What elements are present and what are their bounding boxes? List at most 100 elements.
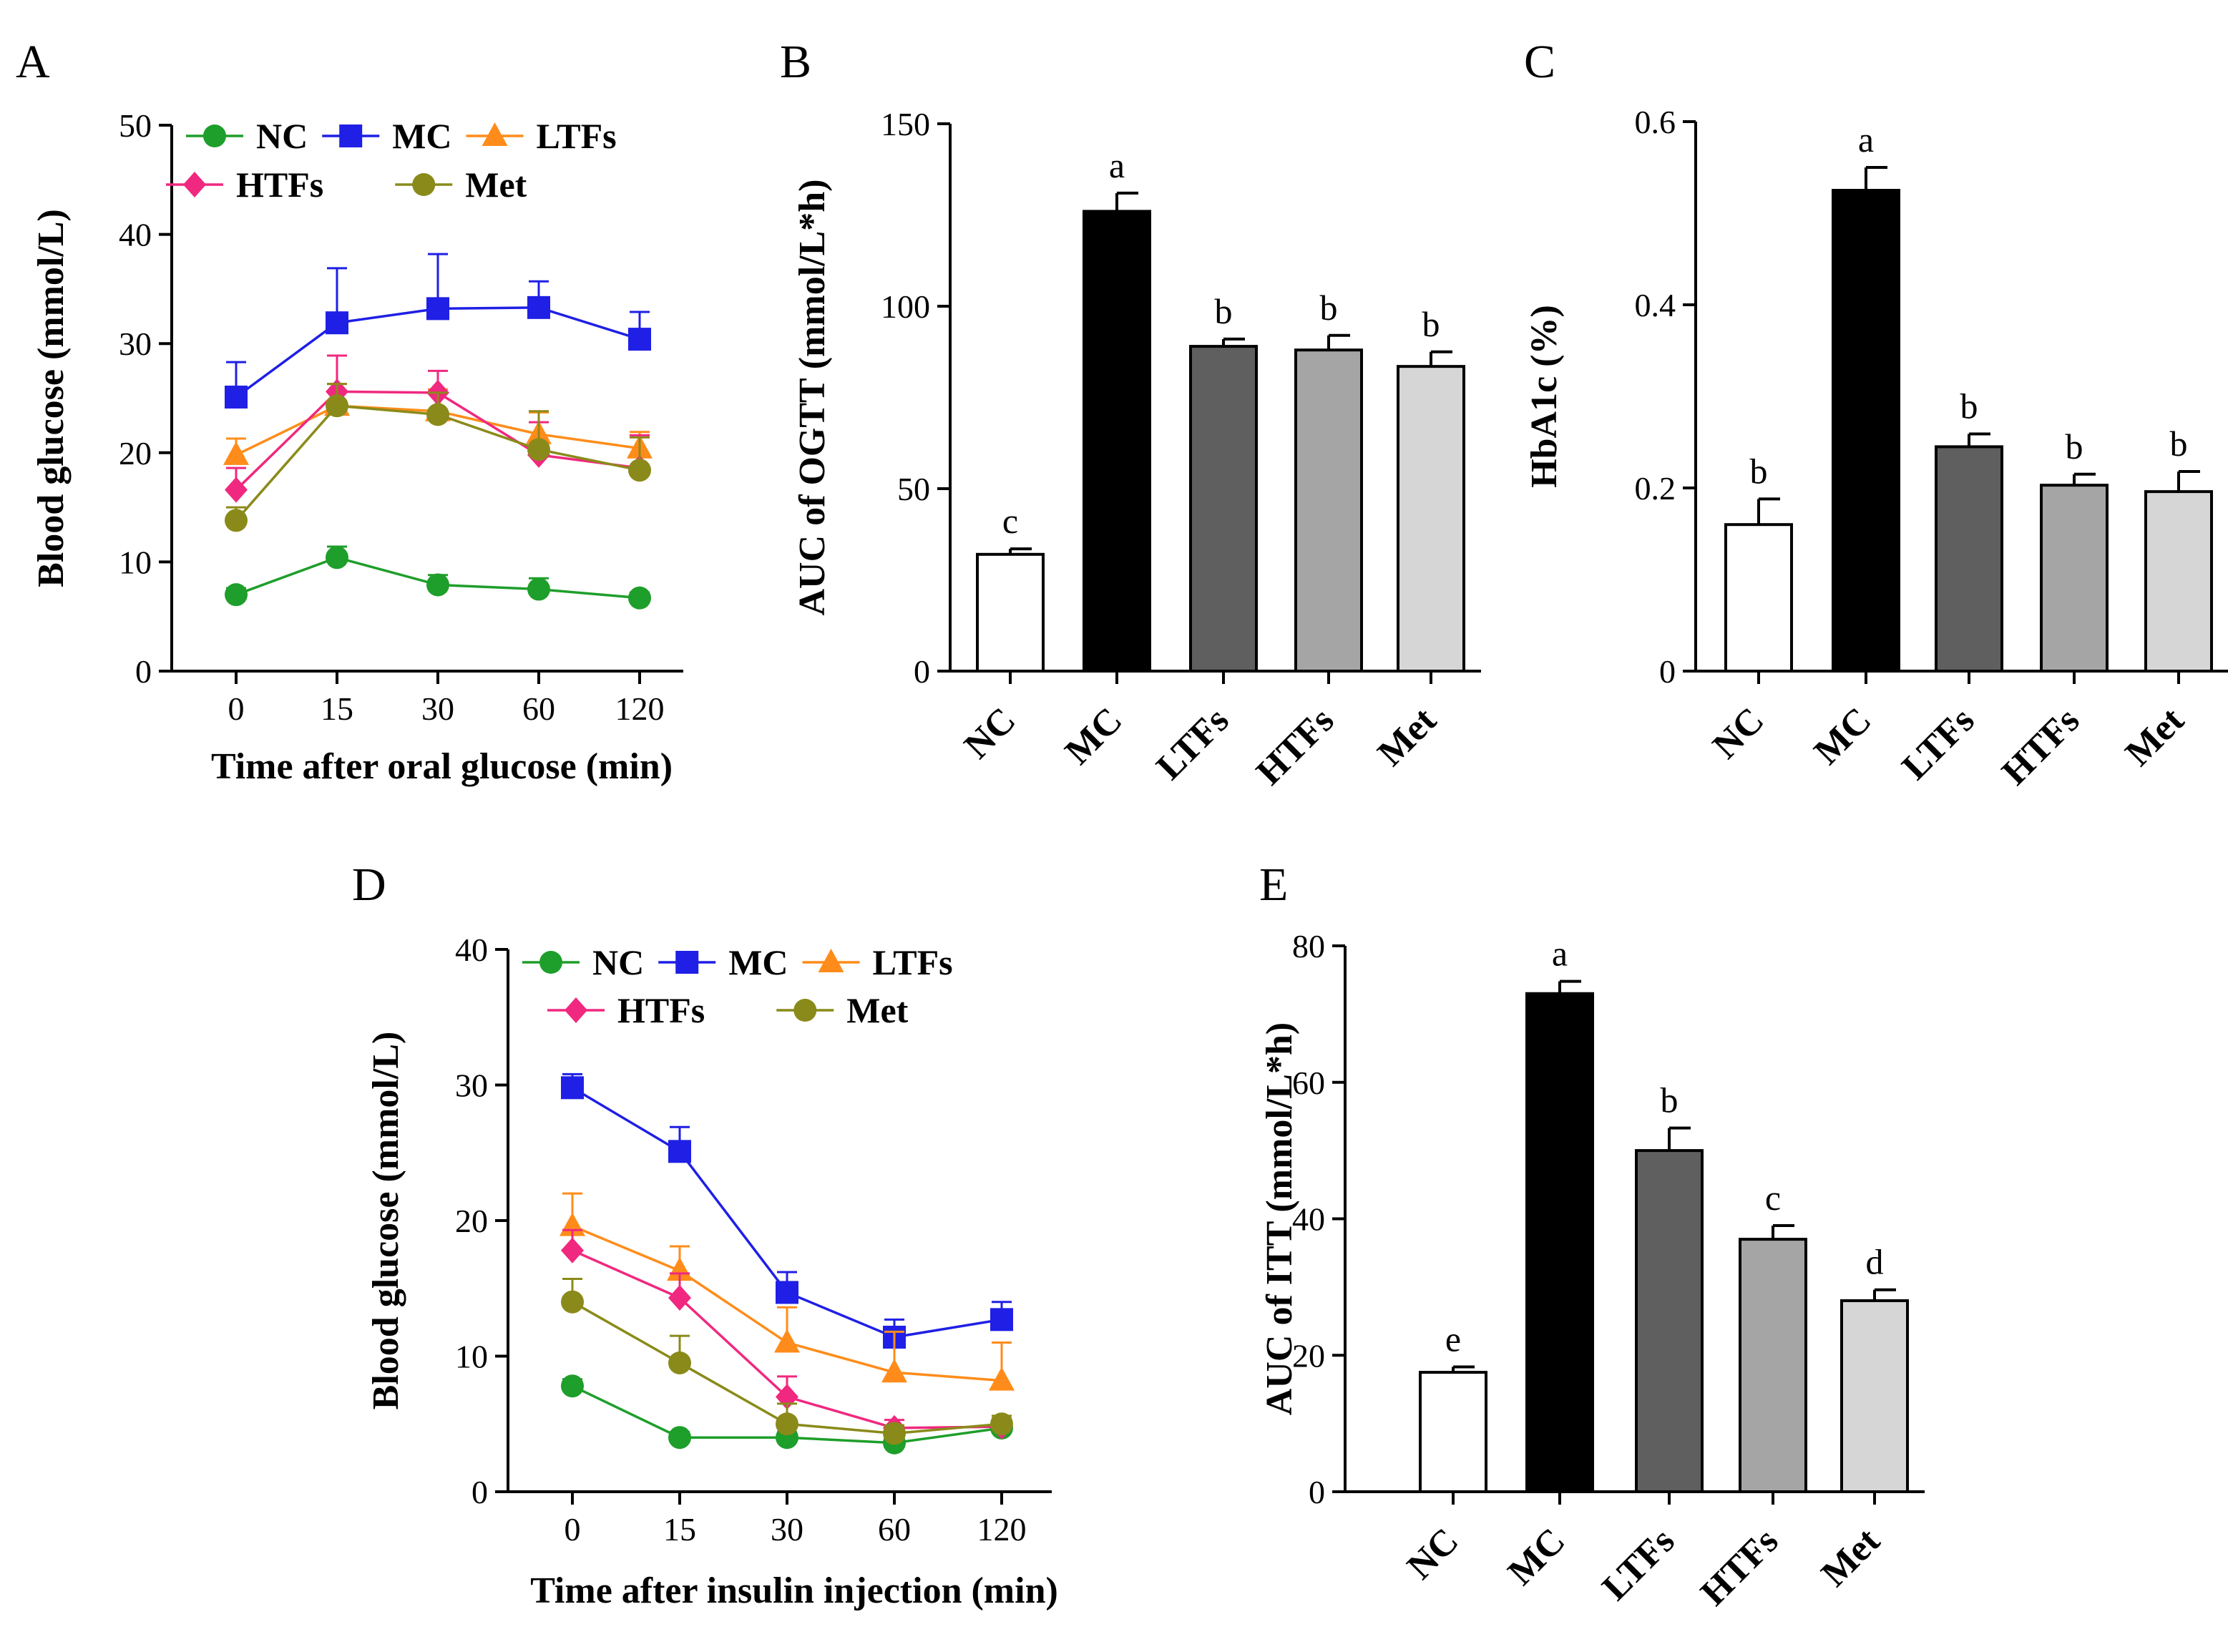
data-point-met [426, 403, 449, 426]
x-tick-label-nc: NC [1705, 700, 1772, 766]
bar-mc [1525, 992, 1594, 1493]
legend-label-ltfs: LTFs [537, 116, 617, 156]
y-tick-label: 40 [1292, 1201, 1325, 1238]
x-axis-title: Time after insulin injection (min) [530, 1570, 1058, 1611]
legend-label-htfs: HTFs [236, 165, 323, 205]
data-point-htfs [561, 1237, 584, 1264]
y-tick-label: 0 [914, 653, 930, 690]
panel-letter-d: D [352, 859, 386, 911]
y-axis-title: Blood glucose (mmol/L) [366, 1032, 406, 1410]
data-point-ltfs [667, 1257, 693, 1281]
y-tick-label: 40 [119, 217, 152, 253]
panel-letter-a: A [16, 36, 50, 88]
bar-ltfs [1935, 445, 2003, 673]
y-tick-label: 30 [455, 1067, 488, 1104]
x-tick-label-ltfs: LTFs [1149, 700, 1237, 788]
bar-nc [976, 552, 1045, 673]
panel-letter-b: B [780, 36, 811, 88]
legend-label-nc: NC [256, 116, 308, 156]
y-tick-label: 0 [1659, 653, 1676, 690]
legend-marker-met [793, 999, 817, 1022]
y-tick-label: 60 [1292, 1065, 1325, 1101]
x-tick-label-htfs: HTFs [1994, 700, 2087, 793]
data-point-ltfs [223, 441, 249, 465]
legend-marker-htfs [565, 997, 587, 1023]
data-point-ltfs [774, 1329, 800, 1353]
significance-letter-met: b [2170, 424, 2188, 464]
legend-label-met: Met [465, 165, 527, 205]
x-axis-title: Time after oral glucose (min) [211, 746, 673, 787]
data-point-mc [326, 311, 348, 335]
x-tick-label-ltfs: LTFs [1895, 700, 1983, 788]
data-point-mc [668, 1140, 691, 1163]
panel-e-auc-itt-bar-chart: 0 20 40 60 80 AUC of ITT (mmol/L*h) e NC a MC b LTF… [1259, 928, 1925, 1613]
panel-d-itt-line-chart: 0 10 20 30 40 Blood glucose (mmol/L) 0 15 30 60 12… [366, 932, 1058, 1611]
x-tick-label: 0 [565, 1511, 581, 1548]
legend-label-ltfs: LTFs [873, 942, 953, 982]
significance-letter-htfs: c [1765, 1178, 1781, 1218]
y-tick-label: 10 [119, 544, 152, 580]
data-point-met [326, 394, 348, 418]
legend-marker-mc [339, 124, 363, 147]
significance-letter-mc: a [1109, 145, 1125, 185]
bar-mc [1832, 189, 1900, 673]
x-tick-label-ltfs: LTFs [1595, 1520, 1683, 1608]
x-tick-label-nc: NC [957, 700, 1023, 766]
y-tick-label: 0.4 [1635, 287, 1676, 323]
data-point-nc [426, 573, 449, 597]
significance-letter-nc: c [1002, 501, 1018, 541]
y-tick-label: 0.2 [1635, 470, 1676, 507]
x-tick-label-mc: MC [1500, 1520, 1573, 1593]
panel-letter-c: C [1524, 36, 1555, 88]
bar-met [2144, 490, 2213, 673]
data-point-met [628, 459, 651, 482]
data-point-ltfs [989, 1367, 1015, 1391]
bar-met [1840, 1299, 1909, 1493]
y-tick-label: 10 [455, 1339, 488, 1375]
data-point-met [561, 1290, 584, 1314]
y-tick-label: 80 [1292, 928, 1325, 964]
bar-mc [1083, 210, 1151, 673]
significance-letter-ltfs: b [1661, 1080, 1679, 1120]
data-point-ltfs [881, 1359, 907, 1383]
x-tick-label-htfs: HTFs [1693, 1520, 1786, 1613]
x-tick-label: 0 [228, 690, 245, 727]
significance-letter-nc: b [1750, 451, 1768, 491]
data-point-mc [426, 297, 449, 321]
x-tick-label: 120 [615, 690, 665, 727]
y-tick-label: 30 [119, 326, 152, 362]
x-tick-label: 30 [771, 1511, 803, 1548]
y-tick-label: 20 [1292, 1337, 1325, 1374]
data-point-htfs [225, 476, 248, 503]
significance-letter-mc: a [1552, 934, 1568, 974]
x-tick-label: 15 [663, 1511, 696, 1548]
significance-letter-ltfs: b [1960, 386, 1978, 426]
y-tick-label: 50 [119, 107, 152, 144]
x-tick-label-mc: MC [1057, 700, 1130, 773]
data-point-nc [225, 583, 248, 607]
significance-letter-mc: a [1858, 119, 1874, 160]
legend-marker-met [412, 173, 436, 196]
x-tick-label-mc: MC [1807, 700, 1880, 773]
data-point-met [225, 509, 248, 532]
y-tick-label: 40 [455, 932, 488, 968]
data-point-met [990, 1412, 1013, 1436]
significance-letter-ltfs: b [1215, 291, 1233, 331]
legend-marker-ltfs [818, 949, 844, 972]
bar-ltfs [1635, 1149, 1704, 1493]
data-point-met [668, 1351, 691, 1374]
bar-htfs [1294, 348, 1363, 673]
bar-nc [1724, 523, 1793, 673]
legend-marker-nc [539, 951, 562, 974]
x-tick-label-met: Met [1814, 1520, 1888, 1595]
y-tick-label: 0 [135, 653, 152, 690]
data-point-mc [225, 385, 248, 409]
y-tick-label: 0 [472, 1474, 488, 1510]
data-point-nc [628, 586, 651, 610]
x-tick-label: 15 [321, 690, 353, 727]
data-point-htfs [668, 1285, 691, 1311]
x-tick-label-met: Met [1370, 700, 1445, 774]
x-tick-label: 60 [522, 690, 555, 727]
y-tick-label: 50 [897, 471, 930, 507]
